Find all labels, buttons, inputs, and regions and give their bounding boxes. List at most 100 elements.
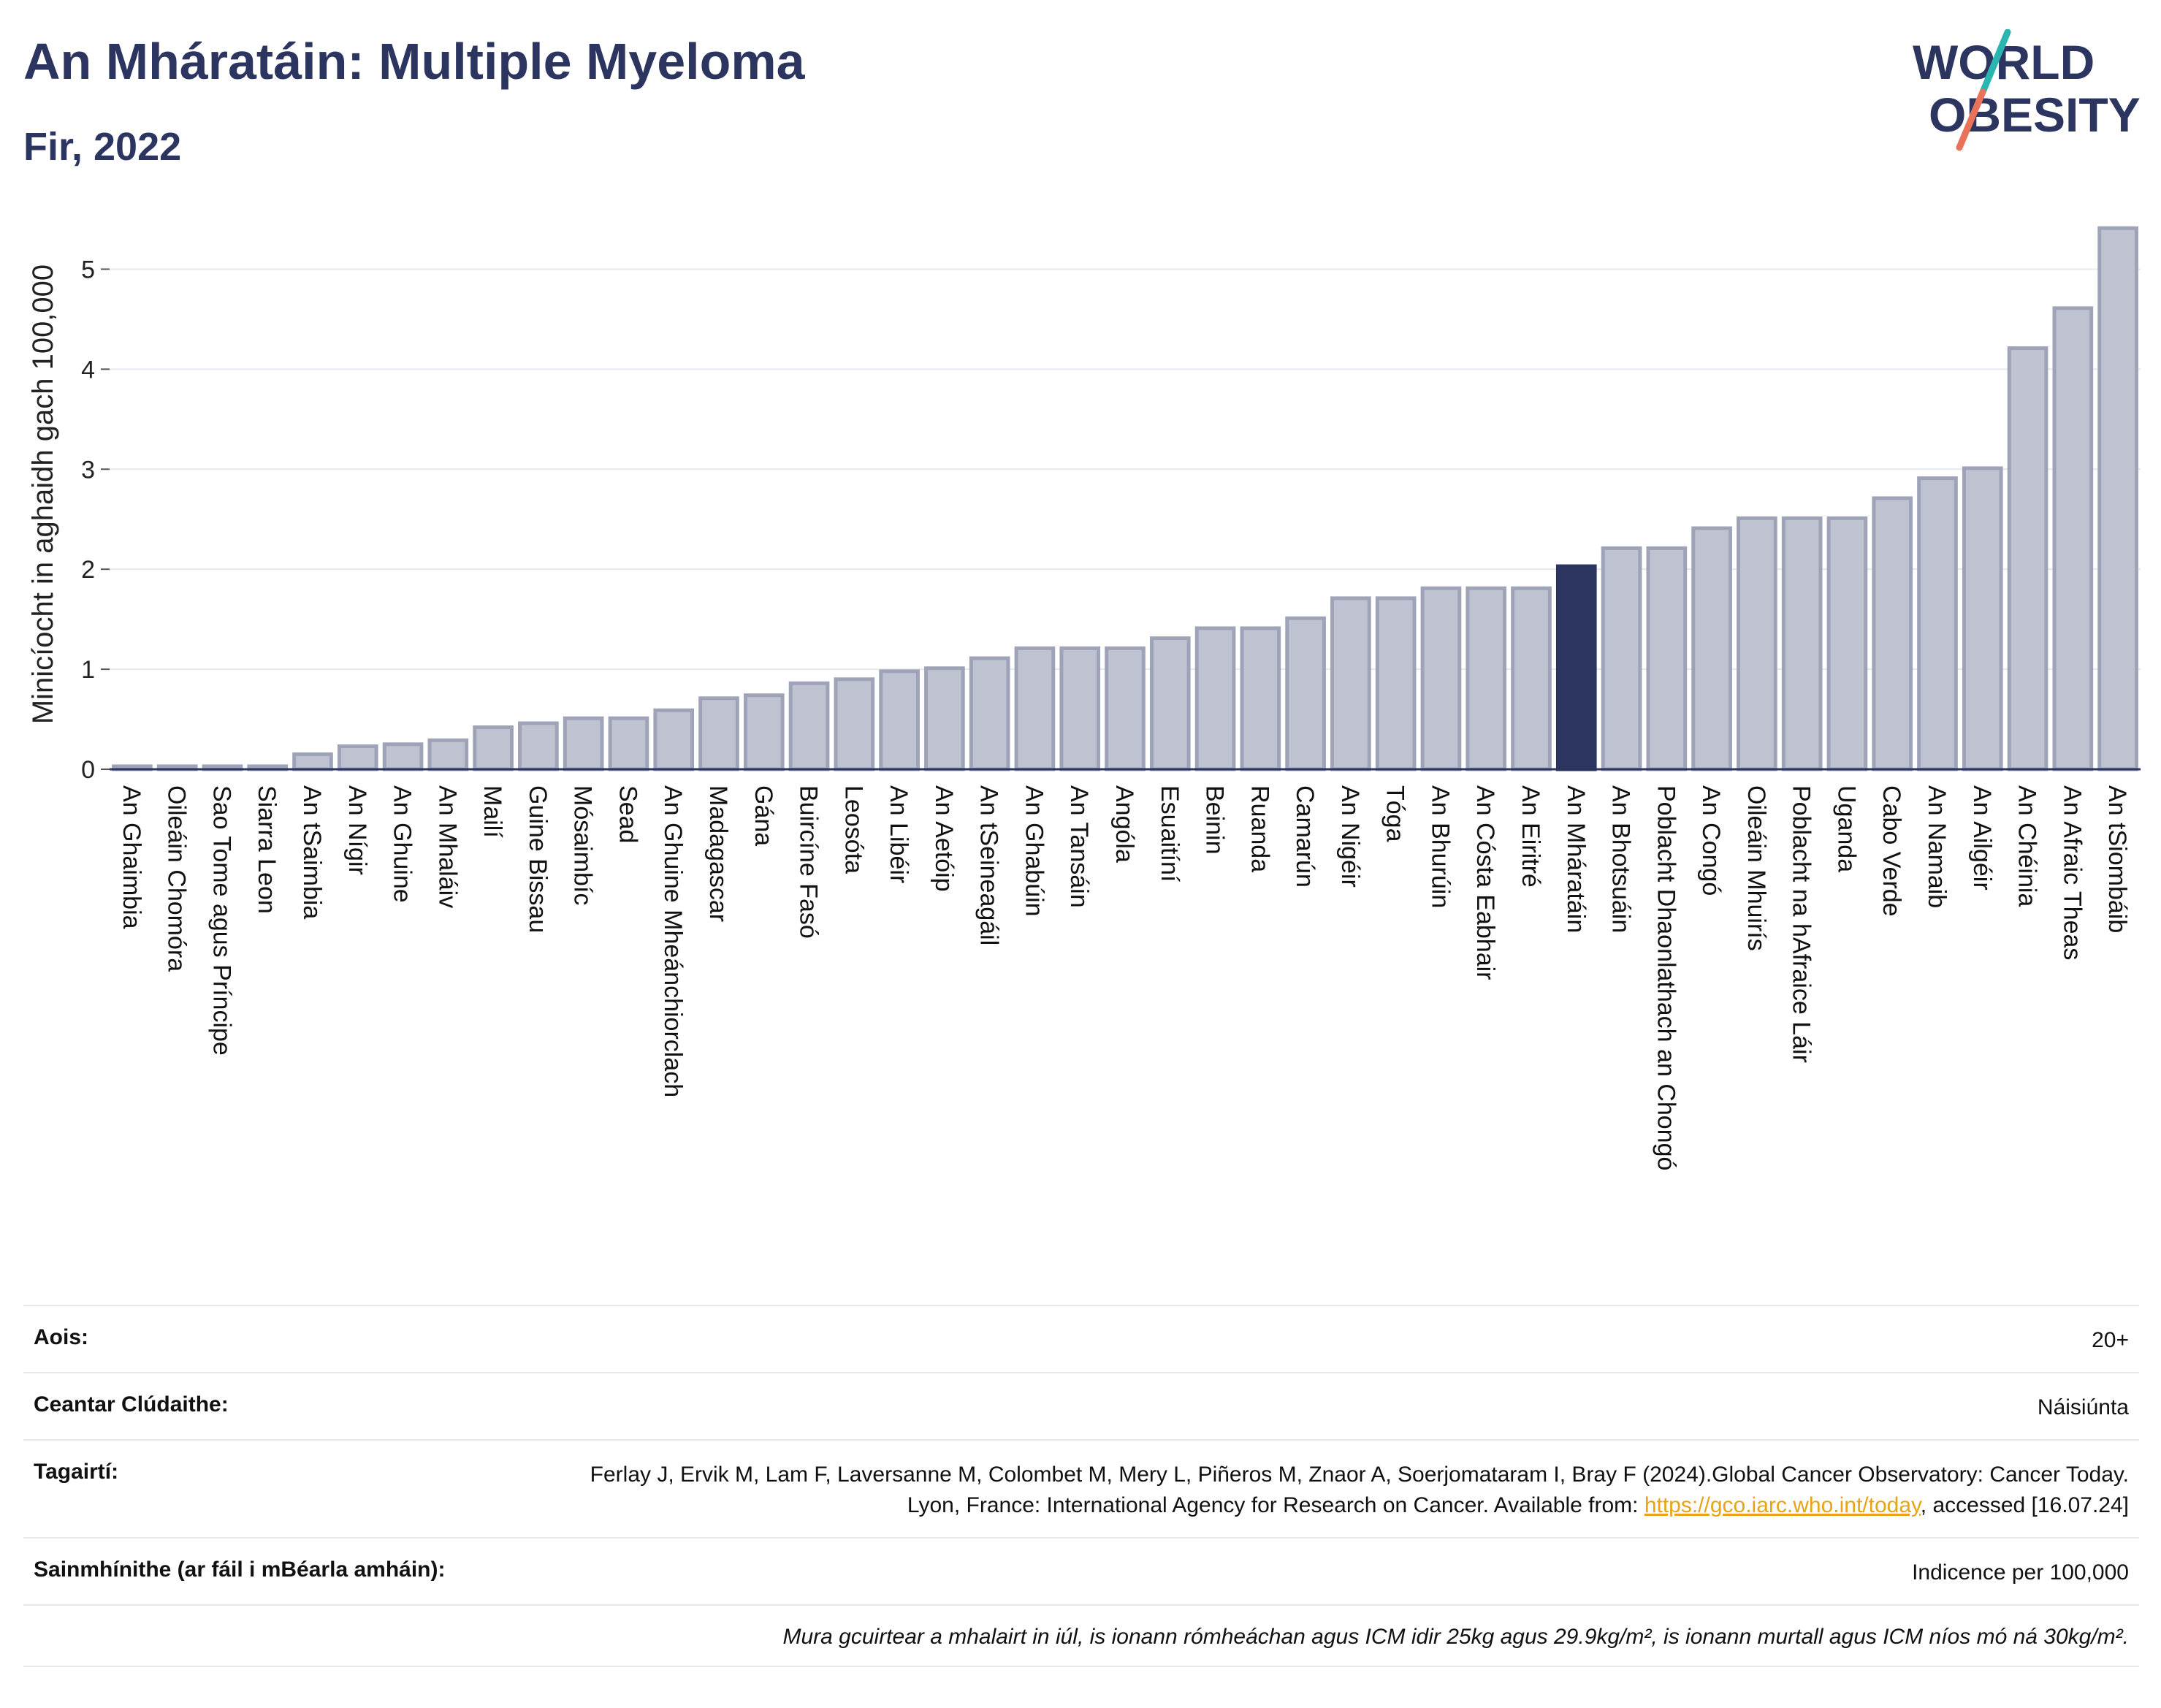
- x-tick-label: An Eiritré: [1517, 785, 1544, 888]
- footnote: Mura gcuirtear a mhalairt in iúl, is ion…: [782, 1625, 2129, 1649]
- bar: [473, 725, 514, 771]
- x-tick-label: Gána: [750, 785, 777, 846]
- x-tick-label: An Nigéir: [1336, 785, 1364, 888]
- x-tick-label: Mailí: [479, 785, 506, 838]
- bar: [608, 716, 649, 771]
- bar: [1737, 516, 1777, 771]
- y-axis-title: Minicíocht in aghaidh gach 100,000: [27, 264, 59, 724]
- bar: [834, 677, 875, 771]
- info-row-definitions: Sainmhínithe (ar fáil i mBéarla amháin):…: [23, 1537, 2139, 1604]
- info-row-note: Mura gcuirtear a mhalairt in iúl, is ion…: [23, 1604, 2139, 1667]
- x-tick-label: An Libéir: [885, 785, 912, 883]
- bar: [2097, 226, 2138, 771]
- bar: [1285, 616, 1326, 771]
- bar: [1601, 546, 1642, 771]
- x-tick-label: An Afraic Theas: [2058, 785, 2086, 960]
- bar: [1511, 586, 1552, 771]
- references-label: Tagairtí:: [34, 1460, 119, 1484]
- bar: [879, 669, 920, 771]
- bar: [1691, 526, 1732, 771]
- x-tick-label: Oileáin Mhuirís: [1742, 785, 1770, 951]
- x-tick-label: Oileáin Chomóra: [163, 785, 191, 972]
- x-tick-label: An Bhurúin: [1426, 785, 1454, 908]
- bar-highlight: [1555, 564, 1597, 771]
- bar: [788, 681, 830, 771]
- definitions-value: Indicence per 100,000: [1912, 1560, 2129, 1585]
- x-tick-label: An Namaib: [1923, 785, 1951, 908]
- x-tick-label: An Ghuine: [389, 785, 416, 903]
- x-tick-label: Siarra Leon: [253, 785, 281, 914]
- bar-chart: 0 1 2 3 4 5 An Ghaimbia Oileáin Chomóra Sao Tome…: [27, 226, 2141, 1170]
- bar: [1059, 646, 1101, 771]
- age-label: Aois:: [34, 1325, 88, 1349]
- world-obesity-logo: WORLD OBESITY: [1913, 29, 2141, 151]
- bars: [112, 226, 2138, 771]
- x-tick-label: An Nígir: [343, 785, 371, 875]
- y-tick-label: 2: [81, 556, 95, 584]
- x-tick-label: An Bhotsuáin: [1607, 785, 1635, 933]
- bar: [1917, 476, 1958, 771]
- references-tail: , accessed [16.07.24]: [1920, 1493, 2129, 1517]
- info-row-age: Aois: 20+: [23, 1305, 2139, 1372]
- info-row-area: Ceantar Clúdaithe: Náisiúnta: [23, 1372, 2139, 1439]
- bar: [1330, 596, 1371, 771]
- x-tick-label: An tSiombáib: [2103, 785, 2131, 933]
- bar: [2052, 306, 2094, 771]
- x-tick-label: Uganda: [1832, 785, 1860, 872]
- x-tick-label: Esuaitíní: [1156, 785, 1184, 882]
- x-tick-label: Sead: [614, 785, 641, 843]
- info-row-references: Tagairtí: Ferlay J, Ervik M, Lam F, Lave…: [23, 1439, 2139, 1537]
- bar: [969, 656, 1010, 771]
- area-label: Ceantar Clúdaithe:: [34, 1392, 229, 1417]
- references-link[interactable]: https://gco.iarc.who.int/today: [1644, 1493, 1921, 1517]
- x-tick-label: An Cósta Eabhair: [1471, 785, 1499, 980]
- info-table: Aois: 20+ Ceantar Clúdaithe: Náisiúnta T…: [23, 1305, 2139, 1667]
- bar: [2007, 346, 2048, 771]
- bar: [427, 738, 469, 771]
- x-tick-label: Guine Bissau: [524, 785, 552, 933]
- x-tick-label: Cabo Verde: [1878, 785, 1905, 917]
- x-tick-label: An Ghaimbia: [118, 785, 145, 929]
- x-tick-label: An tSeineagáil: [975, 785, 1003, 945]
- references-text: Ferlay J, Ervik M, Lam F, Laversanne M, …: [590, 1463, 2129, 1517]
- page-title: An Mháratáin: Multiple Myeloma: [23, 33, 805, 90]
- bar: [1194, 626, 1236, 771]
- logo-slash-bottom: [1956, 88, 1986, 151]
- x-tick-label: An Mhaláiv: [433, 785, 461, 908]
- x-tick-label: Leosóta: [839, 785, 867, 874]
- x-tick-label: An Mháratáin: [1562, 785, 1590, 933]
- bar: [1872, 496, 1913, 771]
- y-tick-label: 5: [81, 256, 95, 283]
- x-tick-label: An Ghabúin: [1020, 785, 1048, 917]
- x-tick-label: An Ghuine Mheánchiorclach: [659, 785, 687, 1097]
- bar: [382, 742, 424, 771]
- y-tick-label: 4: [81, 356, 95, 384]
- x-tick-label: Ruanda: [1246, 785, 1273, 872]
- bar: [653, 708, 695, 771]
- bar: [563, 716, 604, 771]
- bar: [1826, 516, 1868, 771]
- definitions-label: Sainmhínithe (ar fáil i mBéarla amháin):: [34, 1558, 446, 1582]
- x-tick-label: An Aetóip: [930, 785, 958, 892]
- x-tick-label: An Chéinia: [2013, 785, 2041, 907]
- bar: [1375, 596, 1417, 771]
- x-tick-label: Camarún: [1291, 785, 1319, 888]
- bar: [1466, 586, 1507, 771]
- x-tick-label: Madagascar: [704, 785, 732, 922]
- references-value: Ferlay J, Ervik M, Lam F, Laversanne M, …: [558, 1460, 2129, 1521]
- x-tick-label: Buircíne Fasó: [795, 785, 823, 939]
- y-tick-label: 1: [81, 656, 95, 684]
- x-tick-label: Poblacht Dhaonlathach an Chongó: [1652, 785, 1680, 1170]
- bar: [1781, 516, 1823, 771]
- x-tick-label: Tóga: [1381, 785, 1409, 842]
- bar: [1646, 546, 1688, 771]
- bar: [292, 752, 333, 771]
- bar: [924, 666, 965, 771]
- x-tick-label: Angóla: [1110, 785, 1138, 863]
- bar: [1962, 466, 2003, 771]
- bar: [1105, 646, 1146, 771]
- bar: [337, 744, 378, 771]
- x-tick-label: An tSaimbia: [298, 785, 326, 919]
- bar: [698, 696, 739, 771]
- bar: [1240, 626, 1281, 771]
